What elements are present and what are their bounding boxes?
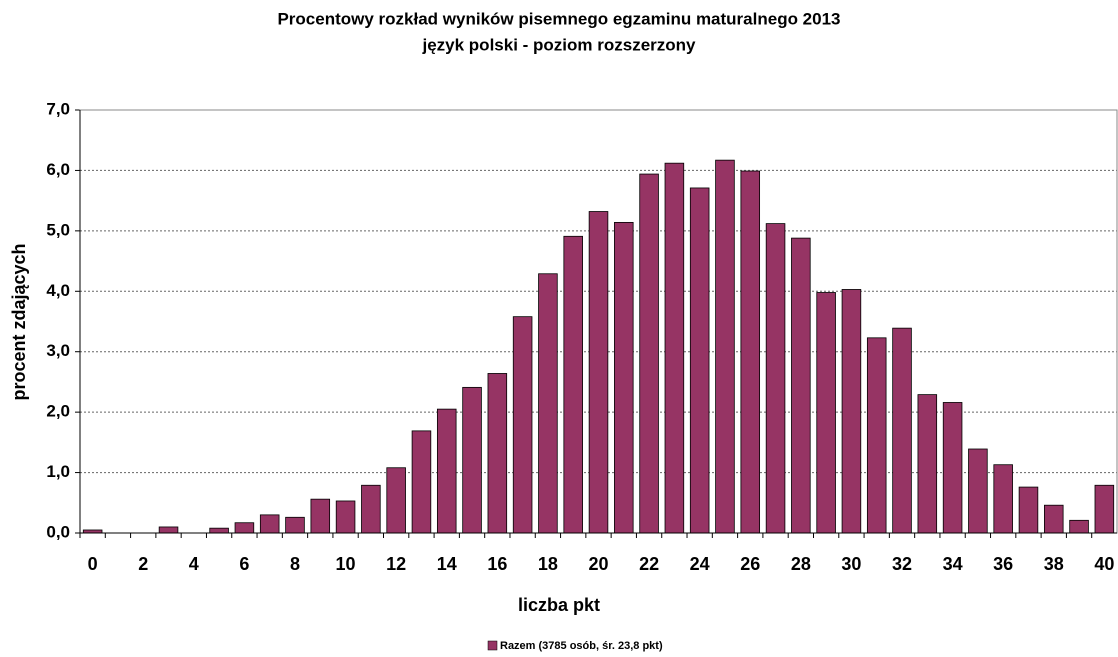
x-tick-label: 14 — [437, 554, 457, 574]
bar — [209, 527, 229, 534]
y-tick-label: 1,0 — [46, 462, 70, 481]
bar — [538, 273, 558, 534]
bar — [791, 237, 811, 534]
x-tick-label: 18 — [538, 554, 558, 574]
y-axis-label: procent zdających — [9, 243, 29, 400]
bar — [234, 522, 255, 534]
bar — [563, 235, 583, 534]
bar — [335, 500, 356, 534]
bar — [689, 187, 710, 534]
bar — [588, 211, 609, 534]
bar — [614, 221, 634, 534]
y-tick-label: 5,0 — [46, 220, 70, 239]
bar — [765, 223, 786, 534]
x-tick-label: 2 — [138, 554, 148, 574]
legend-swatch — [487, 640, 498, 651]
bar — [1018, 486, 1039, 534]
x-tick-label: 16 — [487, 554, 507, 574]
x-tick-label: 22 — [639, 554, 659, 574]
bar — [436, 408, 457, 534]
bar — [917, 394, 938, 534]
bar — [1069, 519, 1089, 534]
bar — [942, 402, 963, 534]
bar — [866, 337, 887, 534]
y-tick-label: 4,0 — [46, 281, 70, 300]
bar — [285, 516, 305, 534]
x-tick-label: 32 — [892, 554, 912, 574]
bar — [386, 467, 406, 534]
x-tick-label: 10 — [336, 554, 356, 574]
x-tick-label: 40 — [1094, 554, 1114, 574]
bar — [715, 159, 735, 534]
x-tick-label: 34 — [943, 554, 963, 574]
bar — [740, 170, 761, 534]
x-tick-label: 36 — [993, 554, 1013, 574]
bar — [841, 289, 862, 534]
x-tick-label: 8 — [290, 554, 300, 574]
y-tick-label: 2,0 — [46, 402, 70, 421]
bar — [411, 430, 432, 534]
x-tick-label: 30 — [841, 554, 861, 574]
bar — [968, 448, 988, 534]
x-tick-label: 24 — [690, 554, 710, 574]
bar — [892, 327, 912, 534]
bar — [639, 173, 659, 534]
x-tick-label: 38 — [1044, 554, 1064, 574]
bar — [158, 526, 179, 534]
x-tick-label: 12 — [386, 554, 406, 574]
chart-subtitle: język polski - poziom rozszerzony — [421, 35, 696, 54]
x-axis-label: liczba pkt — [518, 595, 600, 615]
bar — [1044, 504, 1064, 534]
bar — [462, 386, 482, 534]
bar — [816, 292, 836, 534]
bar — [361, 484, 381, 534]
bar — [664, 162, 685, 534]
legend-label: Razem (3785 osób, śr. 23,8 pkt) — [500, 640, 663, 652]
x-tick-label: 4 — [189, 554, 199, 574]
x-tick-label: 26 — [740, 554, 760, 574]
y-tick-label: 7,0 — [46, 99, 70, 118]
bar — [310, 498, 331, 534]
x-tick-label: 0 — [88, 554, 98, 574]
bar — [993, 464, 1013, 534]
bar — [1094, 484, 1115, 534]
x-tick-label: 28 — [791, 554, 811, 574]
y-tick-label: 3,0 — [46, 341, 70, 360]
chart-title: Procentowy rozkład wyników pisemnego egz… — [277, 9, 840, 28]
x-tick-label: 20 — [588, 554, 608, 574]
bar — [259, 514, 280, 534]
y-tick-label: 6,0 — [46, 160, 70, 179]
x-tick-label: 6 — [239, 554, 249, 574]
bar — [487, 373, 508, 534]
y-tick-label: 0,0 — [46, 522, 70, 541]
bar — [512, 316, 533, 534]
